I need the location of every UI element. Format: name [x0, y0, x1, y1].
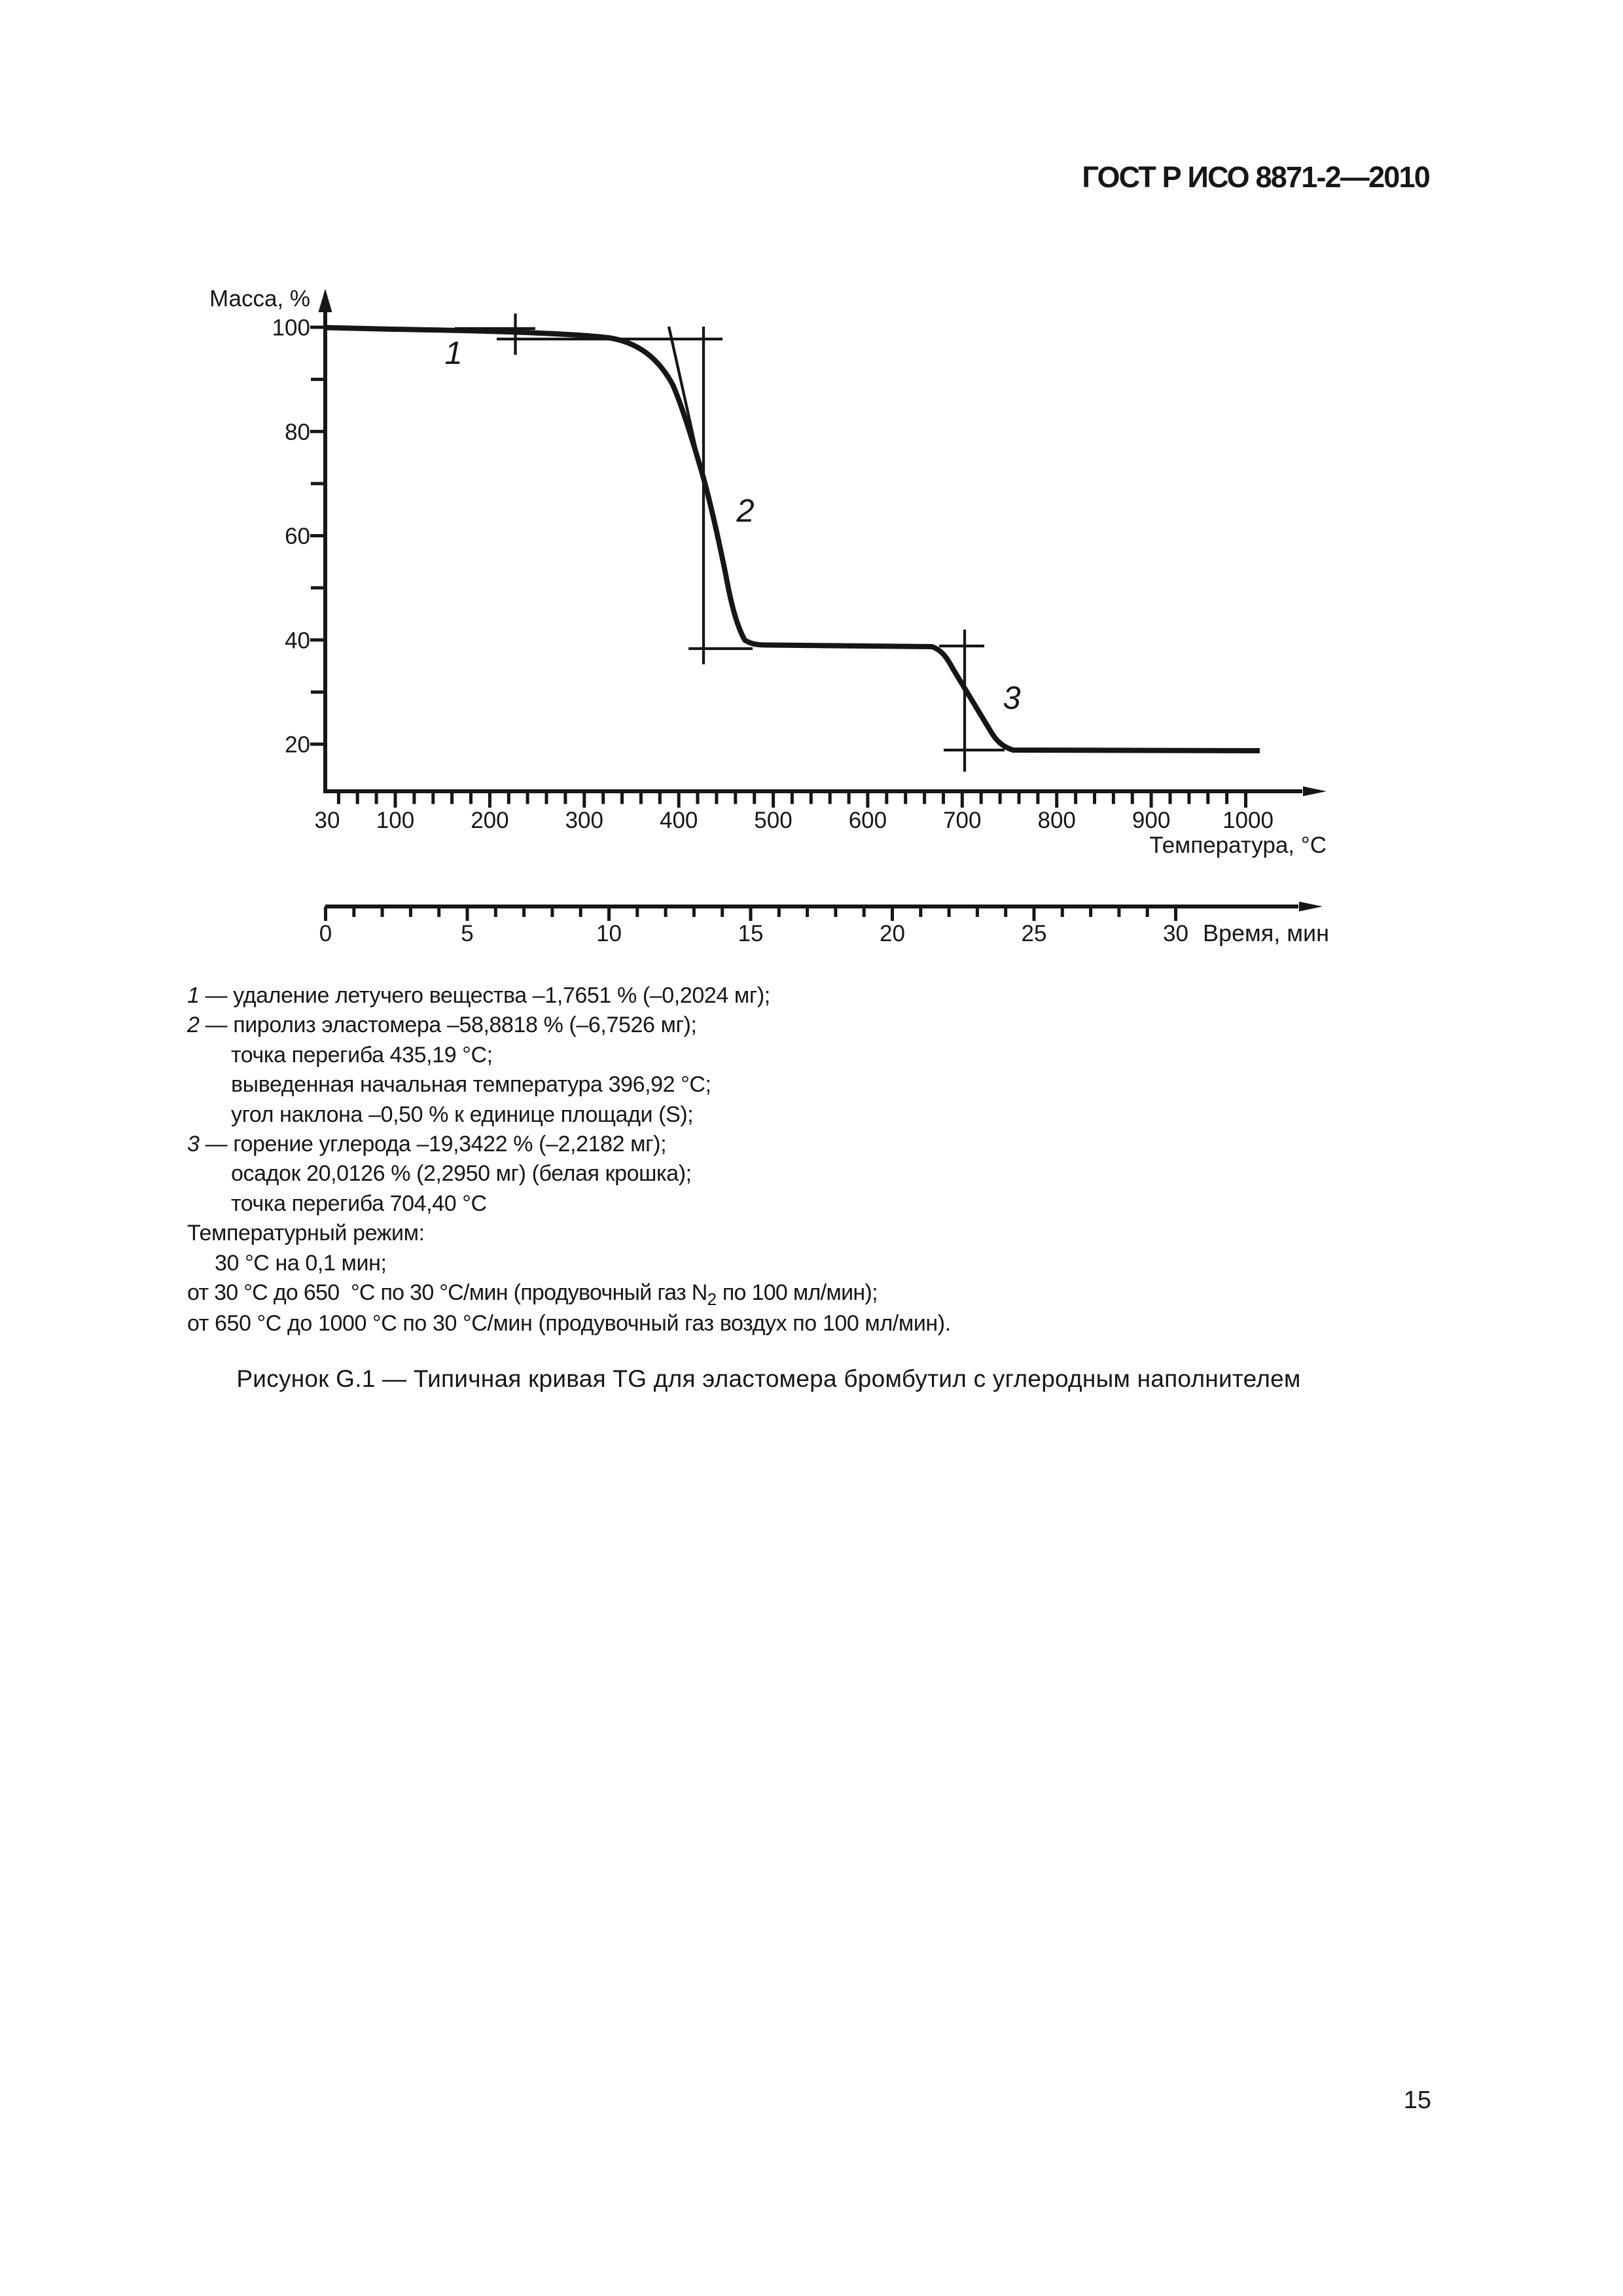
svg-text:2: 2	[736, 493, 754, 529]
svg-text:40: 40	[285, 628, 310, 653]
svg-text:400: 400	[660, 808, 698, 833]
svg-text:1000: 1000	[1222, 808, 1274, 833]
svg-text:30: 30	[1163, 921, 1188, 946]
svg-text:Время, мин: Время, мин	[1203, 920, 1329, 946]
svg-text:20: 20	[880, 921, 905, 946]
svg-text:800: 800	[1037, 808, 1075, 833]
svg-text:5: 5	[461, 921, 473, 946]
svg-text:700: 700	[943, 808, 981, 833]
svg-text:200: 200	[471, 808, 508, 833]
svg-text:10: 10	[596, 921, 622, 946]
svg-text:900: 900	[1132, 808, 1170, 833]
svg-text:0: 0	[319, 921, 332, 946]
svg-text:25: 25	[1022, 921, 1047, 946]
svg-text:100: 100	[376, 808, 414, 833]
svg-text:20: 20	[285, 732, 310, 758]
svg-text:60: 60	[285, 524, 310, 549]
svg-text:15: 15	[738, 921, 764, 946]
svg-text:Масса, %: Масса, %	[209, 286, 310, 312]
svg-text:300: 300	[565, 808, 603, 833]
svg-text:600: 600	[849, 808, 887, 833]
svg-text:Температура, °С: Температура, °С	[1149, 833, 1327, 858]
svg-text:1: 1	[444, 336, 462, 371]
svg-text:30: 30	[315, 808, 340, 833]
svg-text:3: 3	[1003, 681, 1020, 716]
svg-text:80: 80	[285, 420, 310, 445]
svg-text:100: 100	[272, 315, 310, 341]
svg-text:500: 500	[754, 808, 792, 833]
